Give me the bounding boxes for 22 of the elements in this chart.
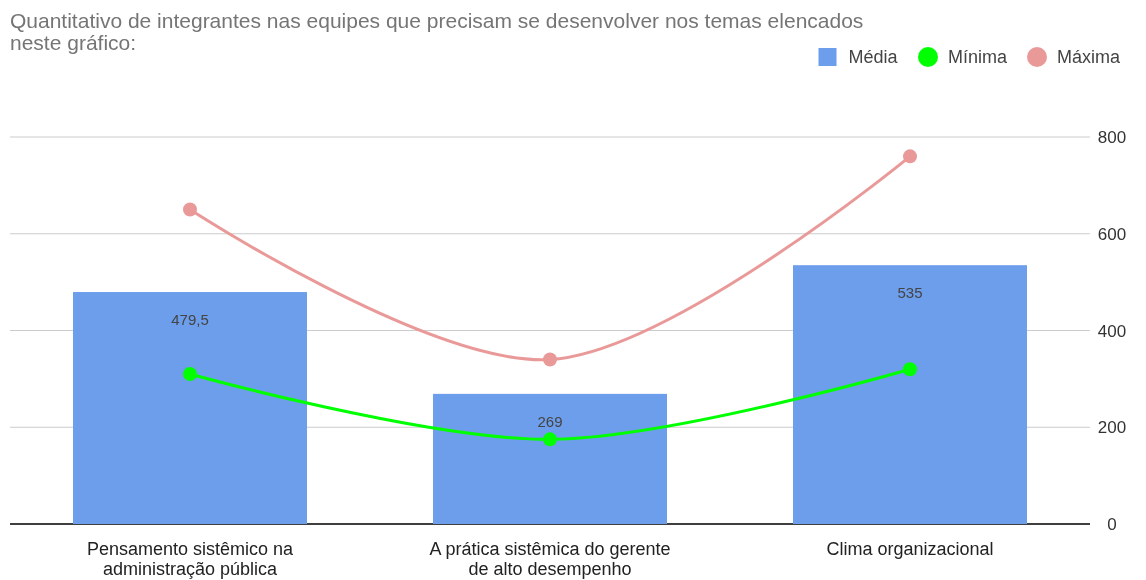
bar <box>433 393 667 524</box>
point <box>903 362 917 377</box>
x-tick-label: Pensamento sistêmico na administração pública <box>86 539 295 579</box>
point <box>543 432 557 447</box>
data-label: 269 <box>537 412 563 430</box>
legend-label: Máxima <box>1057 47 1121 67</box>
x-tick-label: A prática sistêmica do gerente de alto desempenho <box>429 539 671 579</box>
y-tick-label: 400 <box>1097 321 1127 341</box>
data-label: 535 <box>897 284 923 302</box>
point <box>183 202 197 217</box>
legend-label: Mínima <box>948 47 1008 67</box>
bar <box>73 292 307 524</box>
y-tick-label: 0 <box>1107 515 1117 534</box>
point <box>903 149 917 164</box>
x-tick-label: Clima organizacional <box>826 539 994 559</box>
point <box>183 367 197 382</box>
bar <box>793 265 1027 524</box>
data-label: 479,5 <box>171 311 209 329</box>
y-tick-label: 600 <box>1097 224 1127 244</box>
point <box>543 352 557 367</box>
y-tick-label: 200 <box>1097 418 1127 438</box>
y-tick-label: 800 <box>1097 128 1127 147</box>
